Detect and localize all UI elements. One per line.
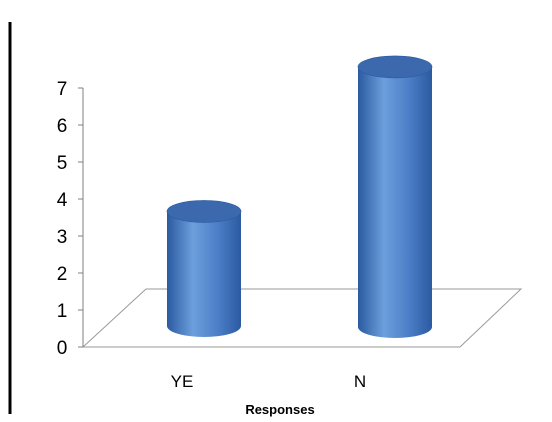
x-axis: YE N xyxy=(171,372,366,391)
y-axis: 0 1 2 3 4 5 6 7 xyxy=(57,79,84,359)
x-category-label: N xyxy=(354,372,366,391)
bars xyxy=(166,55,433,339)
y-tick-label: 0 xyxy=(57,338,68,359)
bar-body xyxy=(358,66,432,339)
y-tick-label: 4 xyxy=(57,190,68,211)
bar-top xyxy=(357,55,433,79)
chart-floor xyxy=(81,288,523,348)
y-tick-label: 1 xyxy=(57,301,68,322)
bar-top xyxy=(166,200,242,223)
y-tick-label: 6 xyxy=(57,116,68,137)
y-tick-label: 2 xyxy=(57,264,68,285)
floor-plane xyxy=(81,288,523,348)
y-tick-label: 5 xyxy=(57,153,68,174)
bar xyxy=(166,200,242,337)
x-category-label: YE xyxy=(171,372,194,391)
bar xyxy=(357,55,433,339)
bar-body xyxy=(167,211,241,337)
x-axis-title: Responses xyxy=(245,402,314,417)
y-tick-label: 7 xyxy=(57,79,68,100)
y-tick-label: 3 xyxy=(57,227,68,248)
